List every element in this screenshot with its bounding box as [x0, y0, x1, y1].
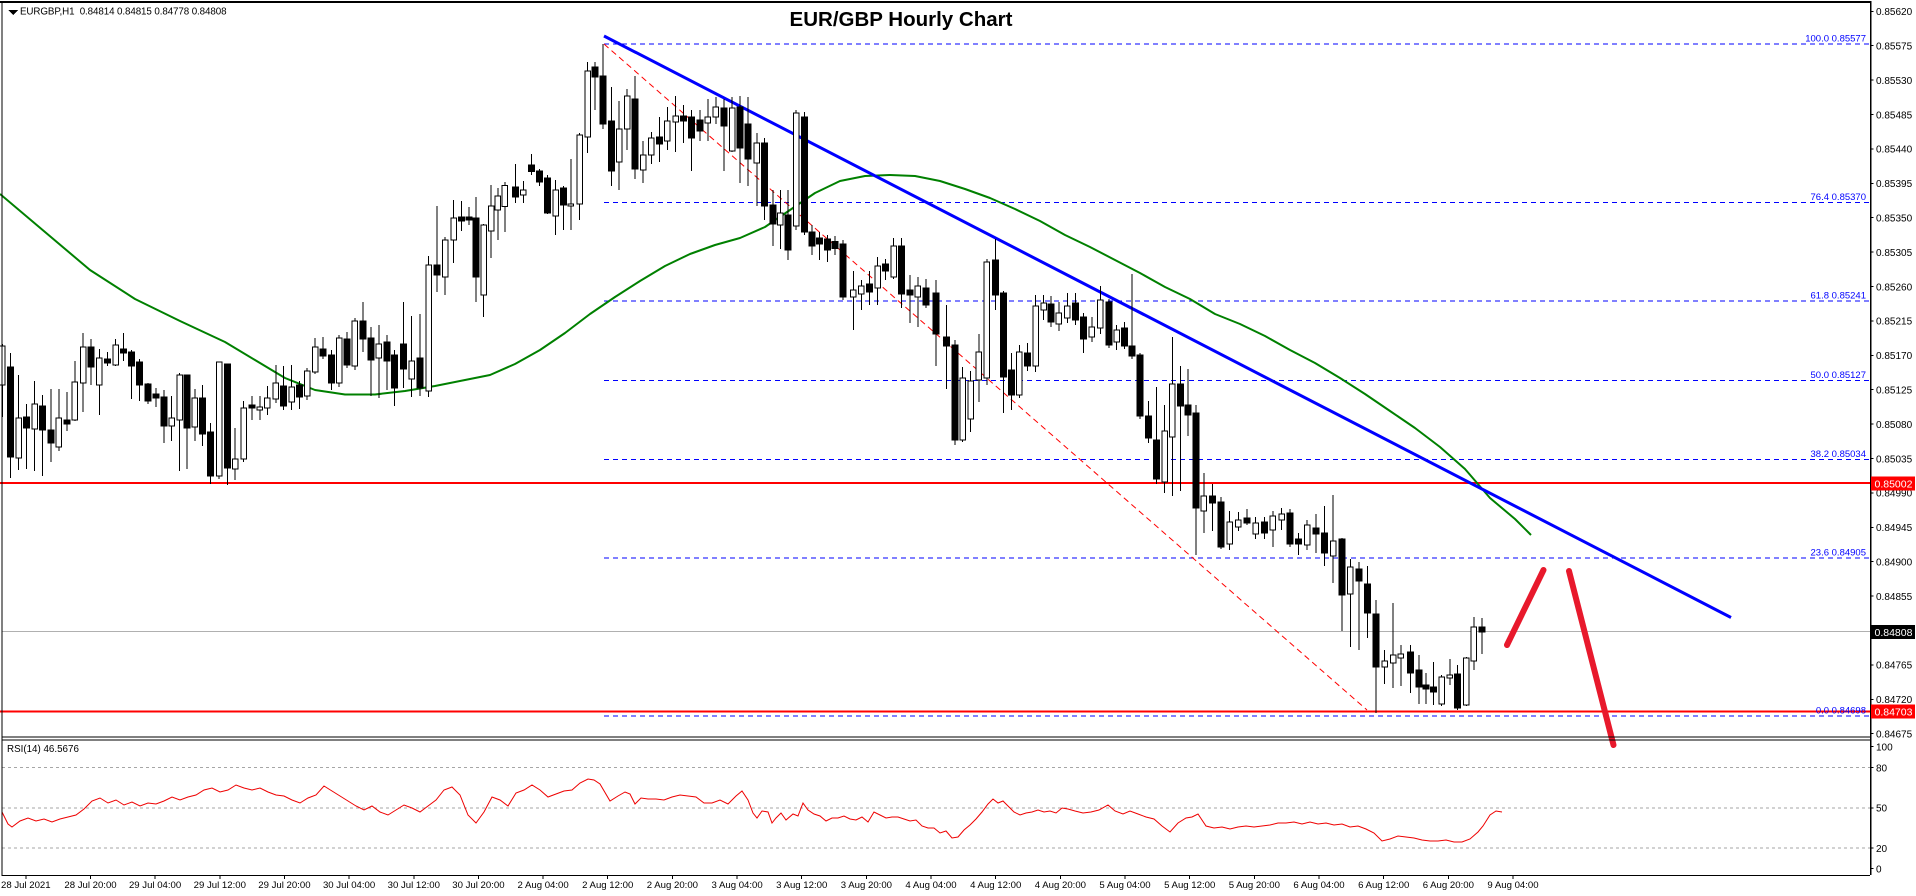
svg-text:100.0 0.85577: 100.0 0.85577: [1805, 34, 1866, 45]
svg-text:50.0 0.85127: 50.0 0.85127: [1811, 370, 1866, 381]
svg-text:0.84855: 0.84855: [1876, 592, 1913, 603]
svg-text:2 Aug 12:00: 2 Aug 12:00: [582, 880, 633, 891]
svg-text:0.0 0.84698: 0.0 0.84698: [1816, 706, 1866, 717]
svg-text:5 Aug 12:00: 5 Aug 12:00: [1164, 880, 1215, 891]
svg-text:5 Aug 04:00: 5 Aug 04:00: [1099, 880, 1150, 891]
svg-text:6 Aug 20:00: 6 Aug 20:00: [1423, 880, 1474, 891]
svg-text:0.84720: 0.84720: [1876, 695, 1913, 706]
svg-text:61.8 0.85241: 61.8 0.85241: [1811, 291, 1866, 302]
svg-text:30 Jul 12:00: 30 Jul 12:00: [388, 880, 440, 891]
svg-text:3 Aug 12:00: 3 Aug 12:00: [776, 880, 827, 891]
svg-text:28 Jul 20:00: 28 Jul 20:00: [64, 880, 116, 891]
svg-text:5 Aug 20:00: 5 Aug 20:00: [1229, 880, 1280, 891]
svg-text:76.4 0.85370: 76.4 0.85370: [1811, 192, 1866, 203]
svg-text:0.84765: 0.84765: [1876, 661, 1913, 672]
svg-text:0.84945: 0.84945: [1876, 523, 1913, 534]
svg-text:0.85002: 0.85002: [1875, 478, 1913, 490]
svg-text:28 Jul 2021: 28 Jul 2021: [1, 880, 51, 891]
svg-text:29 Jul 12:00: 29 Jul 12:00: [194, 880, 246, 891]
svg-text:2 Aug 04:00: 2 Aug 04:00: [517, 880, 568, 891]
svg-text:0.85215: 0.85215: [1876, 317, 1913, 328]
svg-text:0.84675: 0.84675: [1876, 730, 1913, 741]
svg-text:0.85395: 0.85395: [1876, 179, 1913, 190]
svg-text:0.85080: 0.85080: [1876, 420, 1913, 431]
svg-text:2 Aug 20:00: 2 Aug 20:00: [647, 880, 698, 891]
svg-text:29 Jul 20:00: 29 Jul 20:00: [258, 880, 310, 891]
svg-text:50: 50: [1876, 804, 1888, 815]
svg-text:4 Aug 12:00: 4 Aug 12:00: [970, 880, 1021, 891]
svg-text:30 Jul 04:00: 30 Jul 04:00: [323, 880, 375, 891]
svg-text:100: 100: [1876, 743, 1893, 754]
svg-text:6 Aug 04:00: 6 Aug 04:00: [1293, 880, 1344, 891]
svg-text:3 Aug 04:00: 3 Aug 04:00: [711, 880, 762, 891]
svg-text:9 Aug 04:00: 9 Aug 04:00: [1487, 880, 1538, 891]
svg-text:RSI(14) 46.5676: RSI(14) 46.5676: [7, 744, 79, 755]
svg-text:0.85260: 0.85260: [1876, 282, 1913, 293]
svg-text:0.85305: 0.85305: [1876, 248, 1913, 259]
svg-text:0.85485: 0.85485: [1876, 110, 1913, 121]
svg-text:0.84990: 0.84990: [1876, 489, 1913, 500]
svg-text:0.85035: 0.85035: [1876, 454, 1913, 465]
svg-text:20: 20: [1876, 844, 1888, 855]
svg-text:3 Aug 20:00: 3 Aug 20:00: [841, 880, 892, 891]
svg-text:29 Jul 04:00: 29 Jul 04:00: [129, 880, 181, 891]
svg-text:0.85350: 0.85350: [1876, 214, 1913, 225]
svg-text:0.85170: 0.85170: [1876, 351, 1913, 362]
svg-text:EURGBP,H1 0.84814 0.84815 0.8: EURGBP,H1 0.84814 0.84815 0.84778 0.8480…: [20, 7, 227, 18]
svg-text:4 Aug 04:00: 4 Aug 04:00: [905, 880, 956, 891]
svg-text:EUR/GBP Hourly Chart: EUR/GBP Hourly Chart: [790, 8, 1013, 31]
svg-text:23.6 0.84905: 23.6 0.84905: [1811, 547, 1866, 558]
svg-text:30 Jul 20:00: 30 Jul 20:00: [452, 880, 504, 891]
svg-text:0.85530: 0.85530: [1876, 76, 1913, 87]
svg-text:0.84808: 0.84808: [1875, 627, 1913, 639]
svg-text:0.84703: 0.84703: [1875, 706, 1913, 718]
svg-text:4 Aug 20:00: 4 Aug 20:00: [1035, 880, 1086, 891]
svg-text:0.85125: 0.85125: [1876, 386, 1913, 397]
svg-text:0.85620: 0.85620: [1876, 7, 1913, 18]
svg-text:0: 0: [1876, 864, 1882, 875]
svg-text:38.2 0.85034: 38.2 0.85034: [1811, 449, 1866, 460]
svg-text:0.85440: 0.85440: [1876, 145, 1913, 156]
svg-text:0.85575: 0.85575: [1876, 42, 1913, 53]
svg-text:0.84900: 0.84900: [1876, 558, 1913, 569]
svg-text:6 Aug 12:00: 6 Aug 12:00: [1358, 880, 1409, 891]
svg-text:80: 80: [1876, 763, 1888, 774]
